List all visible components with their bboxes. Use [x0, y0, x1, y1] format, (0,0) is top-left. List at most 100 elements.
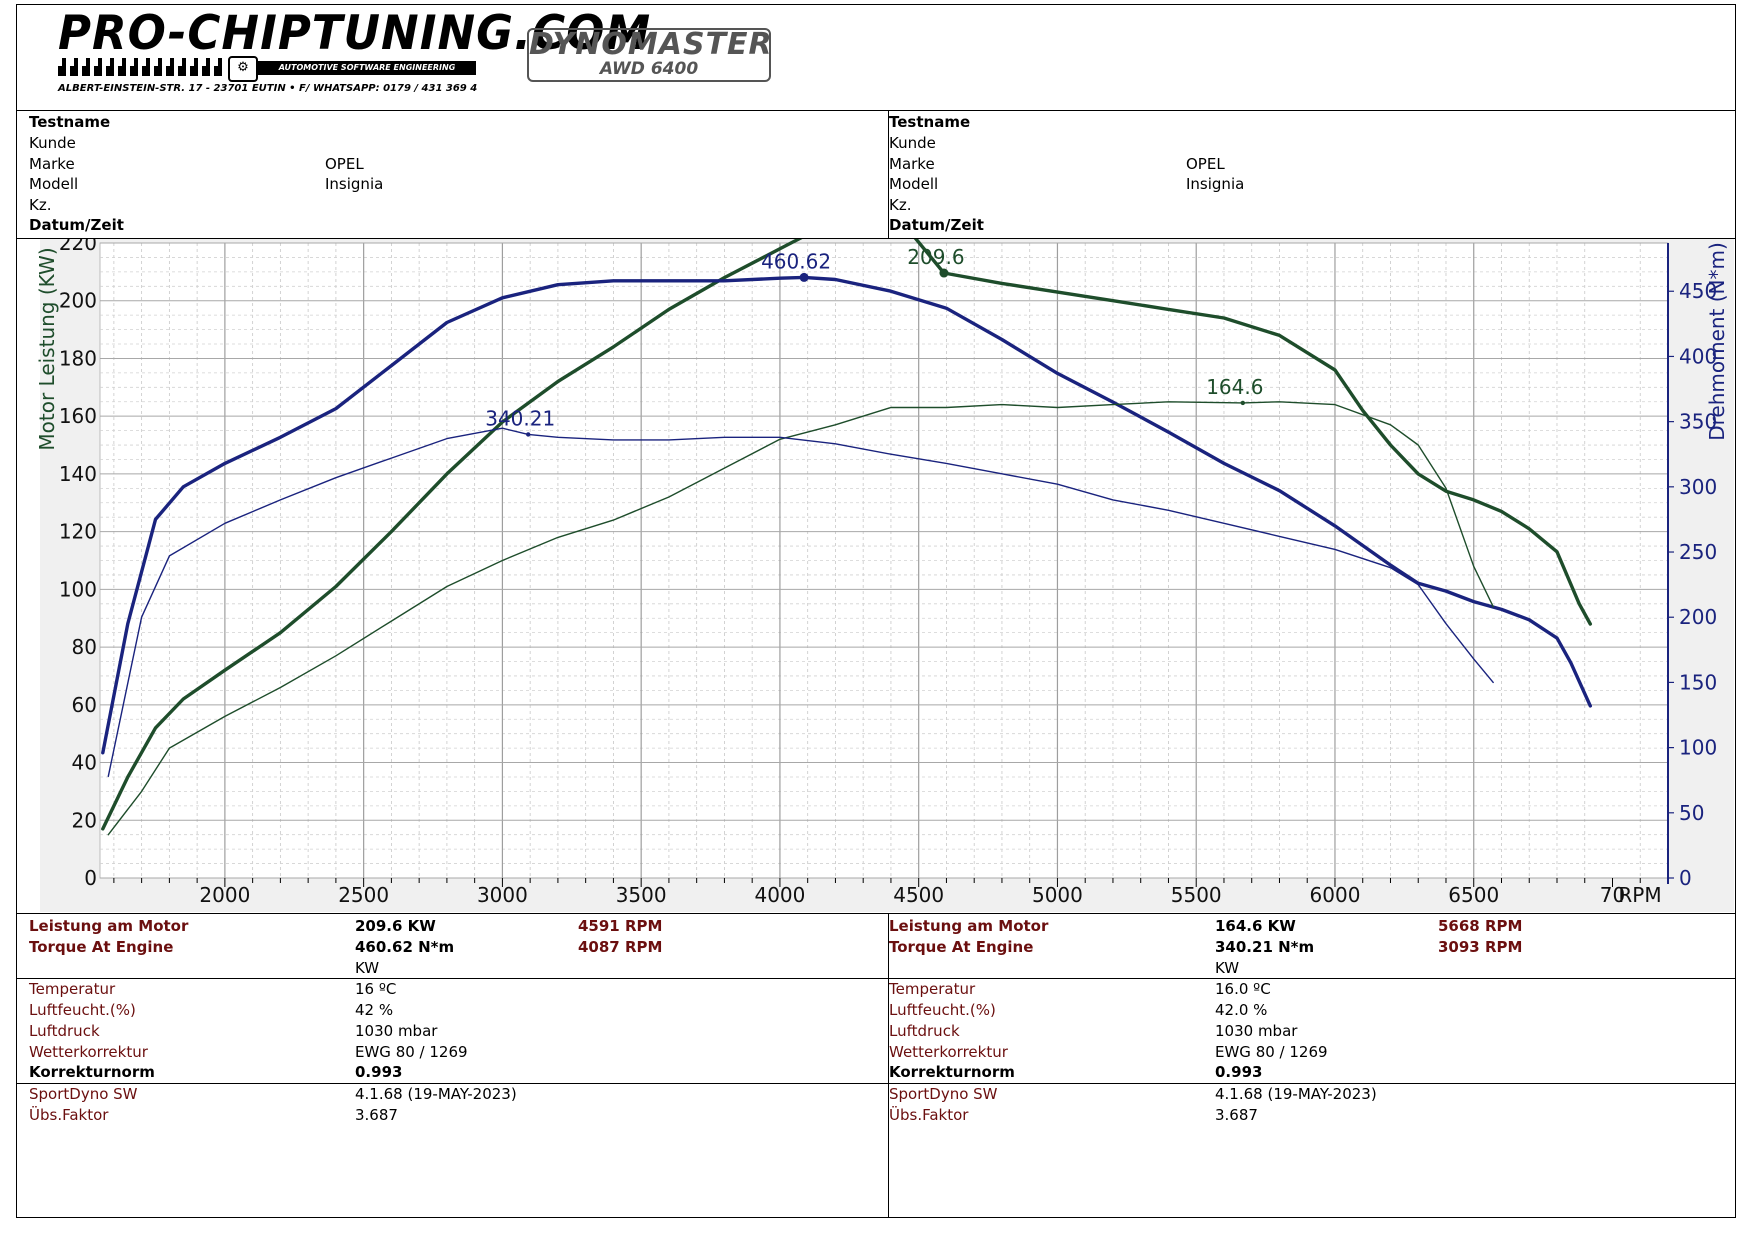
x-tick-label: 5500 — [1171, 883, 1222, 907]
kunde-label-left: Kunde — [29, 134, 76, 152]
torque-value-right: 340.21 N*m — [1215, 938, 1315, 956]
x-tick-label: 3000 — [477, 883, 528, 907]
norm-value-right: 0.993 — [1215, 1063, 1263, 1081]
y-tick-label: 20 — [72, 808, 97, 832]
dyno-chart: 2000 2500 3000 3500 4000 4500 5000 5500 6000 6500… — [35, 239, 1734, 912]
y-tick-label: 80 — [72, 635, 97, 659]
y2-tick-label: 200 — [1679, 605, 1717, 629]
weather-value-right: EWG 80 / 1269 — [1215, 1043, 1328, 1061]
marke-label-left: Marke — [29, 155, 75, 173]
temp-label-right: Temperatur — [889, 980, 976, 998]
x-tick-label: 2500 — [338, 883, 389, 907]
dynomaster-logo: DYNOMASTER AWD 6400 — [527, 27, 773, 82]
gear-icon: ⚙ — [228, 56, 258, 82]
series-line-torque-tuned — [101, 275, 1592, 755]
sw-label-left: SportDyno SW — [29, 1085, 138, 1103]
humidity-label-right: Luftfeucht.(%) — [889, 1001, 996, 1019]
dyno-model: AWD 6400 — [599, 59, 699, 79]
logo-stripes-overlay — [58, 58, 223, 66]
company-address: ALBERT-EINSTEIN-STR. 17 - 23701 EUTIN • … — [58, 83, 478, 94]
datum-label-left: Datum/Zeit — [29, 216, 124, 234]
y-tick-label: 220 — [59, 239, 97, 255]
humidity-value-right: 42.0 % — [1215, 1001, 1268, 1019]
torque-rpm-left: 4087 RPM — [578, 938, 663, 956]
series-line-power-stock — [107, 401, 1494, 836]
y-tick-label: 40 — [72, 751, 97, 775]
modell-label-right: Modell — [889, 175, 939, 193]
ratio-label-right: Übs.Faktor — [889, 1106, 969, 1124]
x-tick-label: 4000 — [754, 883, 805, 907]
peak-marker — [1240, 400, 1246, 406]
divider-chart-bottom — [16, 913, 1736, 914]
pressure-value-left: 1030 mbar — [355, 1022, 438, 1040]
sw-value-left: 4.1.68 (19-MAY-2023) — [355, 1085, 517, 1103]
series-line-torque-stock — [107, 427, 1494, 777]
ratio-value-left: 3.687 — [355, 1106, 398, 1124]
y-tick-label: 160 — [59, 404, 97, 428]
y2-tick-label: 150 — [1679, 670, 1717, 694]
ratio-value-right: 3.687 — [1215, 1106, 1258, 1124]
temp-value-right: 16.0 ºC — [1215, 980, 1271, 998]
weather-label-right: Wetterkorrektur — [889, 1043, 1008, 1061]
torque-label-right: Torque At Engine — [889, 938, 1034, 956]
peak-marker — [939, 268, 949, 278]
temp-label-left: Temperatur — [29, 980, 116, 998]
peak-label: 460.62 — [761, 249, 831, 273]
power-rpm-left: 4591 RPM — [578, 917, 663, 935]
x-axis-label: RPM — [1618, 883, 1661, 907]
y2-tick-label: 0 — [1679, 866, 1692, 890]
peak-label: 340.21 — [485, 406, 555, 430]
power-value-left: 209.6 KW — [355, 917, 436, 935]
y2-tick-label: 250 — [1679, 540, 1717, 564]
x-tick-label: 3500 — [616, 883, 667, 907]
peak-label: 209.6 — [907, 245, 964, 269]
y-tick-label: 180 — [59, 346, 97, 370]
power-label-right: Leistung am Motor — [889, 917, 1049, 935]
y2-tick-label: 400 — [1679, 344, 1717, 368]
y-tick-label: 0 — [84, 866, 97, 890]
company-logo: PRO-CHIPTUNING.COM — [58, 4, 652, 61]
x-tick-label: 4500 — [893, 883, 944, 907]
torque-value-left: 460.62 N*m — [355, 938, 455, 956]
unit-left: KW — [355, 959, 380, 977]
modell-value-left: Insignia — [325, 175, 384, 193]
divider-info-center — [888, 110, 889, 238]
y2-tick-label: 50 — [1679, 801, 1704, 825]
power-value-right: 164.6 KW — [1215, 917, 1296, 935]
humidity-label-left: Luftfeucht.(%) — [29, 1001, 136, 1019]
divider-conditions — [16, 978, 1736, 979]
testname-label-right: Testname — [889, 113, 971, 131]
dyno-sheet-frame — [16, 4, 1736, 1218]
marke-value-right: OPEL — [1186, 155, 1225, 173]
dyno-brand: DYNOMASTER — [529, 27, 773, 62]
kz-label-right: Kz. — [889, 196, 912, 214]
divider-software — [16, 1083, 1736, 1084]
x-tick-label: 6000 — [1310, 883, 1361, 907]
y-axis-title: Motor Leistung (KW) — [35, 247, 59, 450]
kz-label-left: Kz. — [29, 196, 52, 214]
x-tick-label: 70 — [1600, 883, 1625, 907]
modell-value-right: Insignia — [1186, 175, 1245, 193]
peak-label: 164.6 — [1206, 375, 1263, 399]
y2-tick-label: 450 — [1679, 279, 1717, 303]
divider-results-center — [888, 913, 889, 1218]
y2-tick-label: 300 — [1679, 475, 1717, 499]
norm-label-right: Korrekturnorm — [889, 1063, 1015, 1081]
pressure-value-right: 1030 mbar — [1215, 1022, 1298, 1040]
marke-label-right: Marke — [889, 155, 935, 173]
modell-label-left: Modell — [29, 175, 79, 193]
x-tick-label: 2000 — [199, 883, 250, 907]
divider-chart-top — [16, 238, 1736, 239]
norm-value-left: 0.993 — [355, 1063, 403, 1081]
sw-label-right: SportDyno SW — [889, 1085, 998, 1103]
weather-value-left: EWG 80 / 1269 — [355, 1043, 468, 1061]
testname-label-left: Testname — [29, 113, 111, 131]
y-tick-label: 60 — [72, 693, 97, 717]
datum-label-right: Datum/Zeit — [889, 216, 984, 234]
pressure-label-right: Luftdruck — [889, 1022, 960, 1040]
peak-marker — [526, 432, 531, 437]
torque-label-left: Torque At Engine — [29, 938, 174, 956]
peak-marker — [799, 272, 809, 282]
power-rpm-right: 5668 RPM — [1438, 917, 1523, 935]
kunde-label-right: Kunde — [889, 134, 936, 152]
